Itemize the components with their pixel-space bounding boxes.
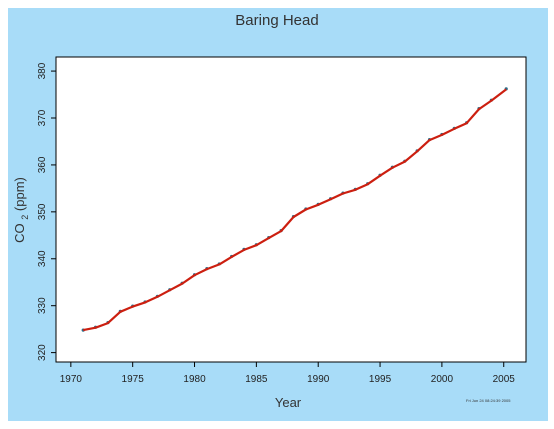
x-tick-label: 2000 <box>431 374 454 385</box>
y-axis-title-subscript: 2 <box>20 215 30 220</box>
y-axis-title: CO 2 (ppm) <box>12 177 31 243</box>
chart-title: Baring Head <box>235 12 319 29</box>
x-tick-label: 1995 <box>369 374 392 385</box>
y-tick-label: 360 <box>37 156 48 173</box>
y-tick-label: 380 <box>37 62 48 79</box>
y-axis-title-main: CO <box>12 223 27 243</box>
y-axis-title-unit: (ppm) <box>12 177 27 211</box>
y-tick-label: 330 <box>37 297 48 314</box>
x-tick-label: 2005 <box>493 374 516 385</box>
plot-area <box>55 56 527 363</box>
y-tick-label: 340 <box>37 250 48 267</box>
y-tick-label: 350 <box>37 203 48 220</box>
x-axis: 1970 1975 1980 1985 1990 1995 2000 2005 <box>60 362 516 385</box>
y-axis: 320 330 340 350 360 370 380 <box>37 62 56 361</box>
x-tick-label: 1975 <box>122 374 145 385</box>
x-axis-title: Year <box>275 395 302 410</box>
x-tick-label: 1970 <box>60 374 83 385</box>
y-tick-label: 370 <box>37 109 48 126</box>
fit-line-path <box>82 88 507 332</box>
y-tick-label: 320 <box>37 344 48 361</box>
x-tick-label: 1990 <box>307 374 330 385</box>
timestamp-footnote: Fri Jun 24 08:24:39 2005 <box>466 398 511 403</box>
fit-line <box>82 88 507 332</box>
x-tick-label: 1985 <box>245 374 268 385</box>
x-tick-label: 1980 <box>183 374 206 385</box>
